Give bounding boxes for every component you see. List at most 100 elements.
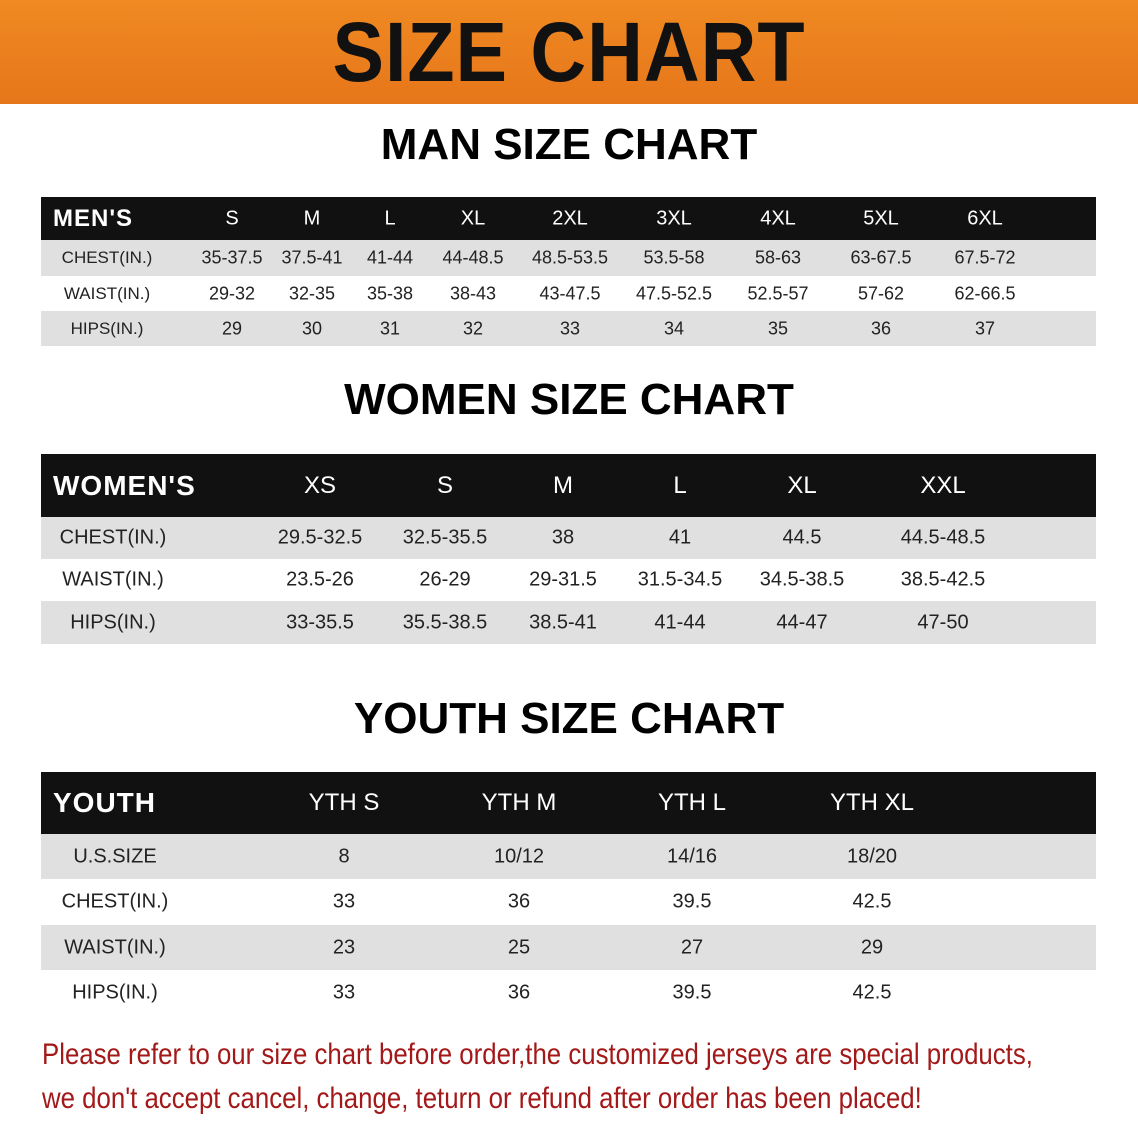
men-size-table: MEN'S S M L XL 2XL 3XL 4XL 5XL 6XL CHEST(IN.) 35-37… [41,197,1096,346]
size-column-header: M [553,471,573,499]
table-cell: 33 [559,318,581,338]
size-column-header: 2XL [552,207,588,229]
table-cell: 29.5-32.5 [277,526,363,549]
table-cell: 29 [860,936,884,958]
table-row: U.S.SIZE 8 10/12 14/16 18/20 [41,834,1096,879]
size-column-header: S [225,207,239,229]
table-cell: 36 [507,981,531,1004]
size-column-header: 5XL [863,207,899,229]
table-cell: 25 [507,936,531,958]
table-row: WAIST(IN.) 29-32 32-35 35-38 38-43 43-47.5 47.… [41,276,1096,311]
table-cell: 44-47 [776,611,828,633]
table-cell: 36 [870,318,892,338]
size-column-header: YTH M [481,789,557,816]
header-banner: SIZE CHART [0,0,1138,104]
table-cell: 41-44 [366,247,414,268]
youth-size-table: YOUTH YTH S YTH M YTH L YTH XL U.S.SIZE 8 10/12… [41,772,1096,1016]
table-cell: 31 [379,318,401,338]
measurement-label: WAIST(IN.) [63,283,151,303]
table-row: CHEST(IN.) 33 36 39.5 42.5 [41,879,1096,925]
table-cell: 44.5-48.5 [900,526,986,549]
table-cell: 38.5-42.5 [900,568,986,591]
table-cell: 44.5 [782,526,822,549]
size-column-header: YTH S [308,789,380,816]
measurement-label: U.S.SIZE [73,845,157,867]
table-row: CHEST(IN.) 35-37.5 37.5-41 41-44 44-48.5 48.5… [41,240,1096,276]
measurement-label: HIPS(IN.) [70,318,144,338]
women-size-table: WOMEN'S XS S M L XL XXL CHEST(IN.) 29.5-32.5 32.5… [41,454,1096,644]
size-column-header: YTH XL [829,789,915,816]
table-row: CHEST(IN.) 29.5-32.5 32.5-35.5 38 41 44.5 44.5… [41,517,1096,559]
table-cell: 8 [338,845,350,867]
size-column-header: 6XL [967,207,1003,229]
table-corner-label: MEN'S [53,204,134,232]
men-section-title: MAN SIZE CHART [380,120,758,169]
table-row: HIPS(IN.) 33 36 39.5 42.5 [41,970,1096,1016]
size-column-header: L [384,207,396,229]
table-cell: 52.5-57 [747,283,809,303]
table-cell: 27 [680,936,704,958]
size-column-header: YTH L [657,789,727,816]
table-cell: 58-63 [754,247,802,268]
table-cell: 53.5-58 [643,247,705,268]
table-cell: 35-38 [366,283,414,303]
table-cell: 67.5-72 [954,247,1016,268]
table-cell: 32-35 [288,283,336,303]
table-corner-label: YOUTH [53,787,156,818]
table-cell: 57-62 [857,283,905,303]
youth-header-row: YOUTH YTH S YTH M YTH L YTH XL [41,772,1096,834]
table-cell: 32 [462,318,484,338]
table-cell: 48.5-53.5 [531,247,609,268]
table-cell: 36 [507,890,531,913]
table-cell: 35.5-38.5 [402,611,488,633]
table-cell: 37.5-41 [281,247,343,268]
table-cell: 34.5-38.5 [759,568,845,591]
measurement-label: HIPS(IN.) [70,611,156,633]
table-row: HIPS(IN.) 29 30 31 32 33 34 35 36 37 [41,311,1096,346]
size-column-header: L [673,471,687,499]
table-cell: 39.5 [672,890,712,913]
table-cell: 18/20 [846,845,898,867]
men-header-row: MEN'S S M L XL 2XL 3XL 4XL 5XL 6XL [41,197,1096,240]
women-section-title: WOMEN SIZE CHART [344,375,794,424]
table-cell: 35 [767,318,789,338]
size-column-header: 4XL [760,207,796,229]
measurement-label: CHEST(IN.) [61,248,153,267]
measurement-label: HIPS(IN.) [72,981,158,1004]
table-cell: 37 [974,318,996,338]
table-cell: 42.5 [852,890,892,913]
table-cell: 62-66.5 [954,283,1016,303]
table-cell: 29-32 [208,283,256,303]
table-cell: 35-37.5 [201,247,263,268]
table-cell: 39.5 [672,981,712,1004]
size-column-header: XXL [920,471,966,499]
table-cell: 47.5-52.5 [635,283,713,303]
table-cell: 30 [301,318,323,338]
table-cell: 63-67.5 [850,247,912,268]
size-column-header: M [303,207,321,229]
table-cell: 38.5-41 [529,611,597,633]
table-cell: 14/16 [666,845,718,867]
table-cell: 41 [668,526,692,549]
table-cell: 34 [663,318,685,338]
women-header-row: WOMEN'S XS S M L XL XXL [41,454,1096,517]
table-cell: 38 [551,526,575,549]
table-cell: 29 [221,318,243,338]
table-cell: 10/12 [493,845,545,867]
table-row: WAIST(IN.) 23 25 27 29 [41,925,1096,970]
table-cell: 33-35.5 [286,611,354,633]
table-cell: 47-50 [917,611,969,633]
table-row: HIPS(IN.) 33-35.5 35.5-38.5 38.5-41 41-44 44-… [41,601,1096,644]
size-column-header: XL [460,207,486,229]
size-column-header: XS [303,471,337,499]
table-cell: 33 [332,981,356,1004]
table-cell: 43-47.5 [539,283,601,303]
table-cell: 41-44 [654,611,706,633]
table-cell: 23 [332,936,356,958]
table-cell: 29-31.5 [529,568,597,591]
table-cell: 38-43 [449,283,497,303]
page-title: SIZE CHART [332,5,806,99]
measurement-label: CHEST(IN.) [61,890,169,913]
table-cell: 31.5-34.5 [637,568,723,591]
measurement-label: WAIST(IN.) [62,568,164,591]
